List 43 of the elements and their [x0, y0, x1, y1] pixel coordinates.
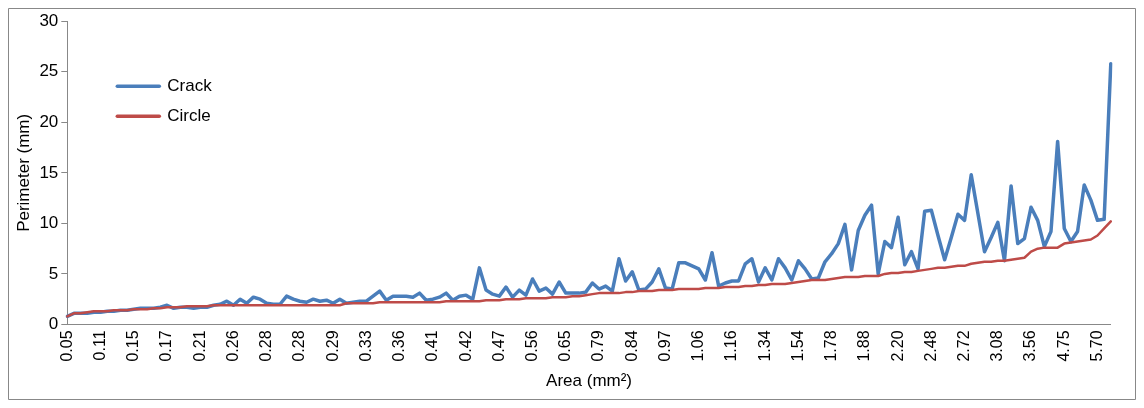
y-tick-label: 10 [39, 213, 59, 233]
x-tick-label: 2.20 [888, 330, 906, 362]
x-tick-label: 0.36 [390, 330, 408, 362]
x-tick-label: 0.56 [522, 330, 540, 362]
x-tick-label: 0.11 [90, 330, 108, 361]
x-tick-label: 5.70 [1087, 330, 1105, 362]
legend-label: Circle [167, 105, 211, 125]
x-tick-label: 2.72 [954, 330, 972, 362]
x-tick-label: 0.29 [323, 330, 341, 362]
y-tick-label: 25 [39, 61, 59, 81]
x-tick-label: 0.28 [290, 330, 308, 362]
x-tick-label: 0.84 [622, 330, 640, 362]
x-tick-label: 0.15 [124, 330, 142, 362]
x-tick-label: 0.47 [489, 330, 507, 362]
x-tick-label: 1.88 [855, 330, 873, 362]
x-tick-label: 1.78 [822, 330, 840, 362]
x-tick-label: 0.17 [157, 330, 175, 362]
legend-label: Crack [167, 75, 213, 95]
x-tick-label: 0.05 [57, 330, 75, 362]
x-tick-label: 0.41 [423, 330, 441, 362]
x-tick-label: 0.26 [223, 330, 241, 362]
x-tick-label: 0.42 [456, 330, 474, 362]
x-tick-label: 1.34 [755, 330, 773, 362]
x-tick-label: 0.33 [356, 330, 374, 362]
x-axis-title: Area (mm²) [546, 371, 633, 391]
x-tick-label: 0.28 [257, 330, 275, 362]
y-tick-label: 30 [39, 10, 59, 30]
x-tick-label: 1.06 [689, 330, 707, 362]
x-tick-label: 0.97 [655, 330, 673, 362]
x-tick-label: 3.08 [988, 330, 1006, 362]
x-tick-label: 1.16 [722, 330, 740, 362]
x-tick-label: 2.48 [921, 330, 939, 362]
x-tick-label: 4.75 [1054, 330, 1072, 362]
x-tick-label: 3.56 [1021, 330, 1039, 362]
y-tick-label: 5 [48, 263, 59, 283]
x-tick-label: 1.54 [788, 330, 806, 362]
x-tick-label: 0.21 [190, 330, 208, 362]
x-tick-label: 0.65 [556, 330, 574, 362]
x-tick-label: 0.79 [589, 330, 607, 362]
y-tick-label: 15 [39, 162, 59, 182]
y-axis-title: Perimeter (mm) [13, 113, 33, 232]
y-tick-label: 20 [39, 111, 59, 131]
y-tick-label: 0 [48, 314, 59, 334]
